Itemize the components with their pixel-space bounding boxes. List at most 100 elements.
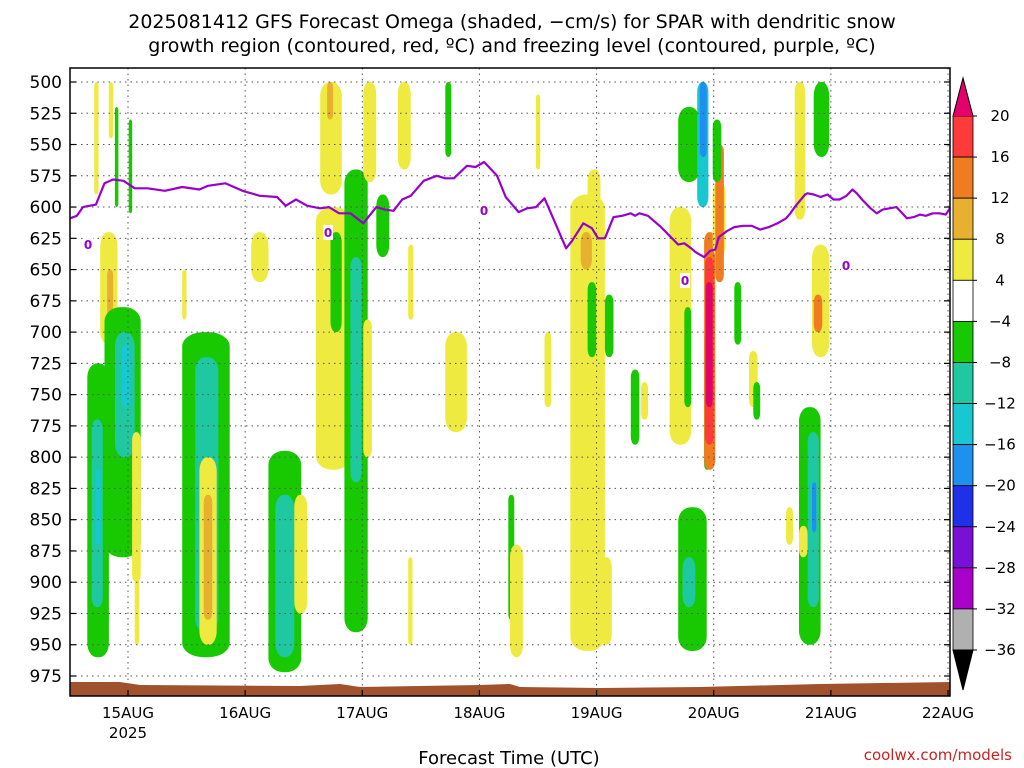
ytick-label-975: 975 (30, 667, 62, 687)
xtick-label-21AUG: 21AUG (805, 704, 857, 722)
ytick-label-775: 775 (30, 417, 62, 437)
colorbar-label-10: −24 (984, 518, 1016, 536)
omega-region-53 (684, 307, 692, 408)
ytick-label-725: 725 (30, 354, 62, 374)
freezing-level-label-4: 0 (842, 259, 850, 273)
omega-region-25 (327, 82, 334, 120)
freezing-label-bg-3 (680, 273, 690, 288)
freezing-level-label-3: 0 (681, 274, 689, 288)
ytick-label-675: 675 (30, 292, 62, 312)
omega-region-36 (445, 82, 452, 157)
omega-region-22 (294, 494, 308, 614)
omega-region-17 (203, 494, 213, 620)
omega-region-42 (587, 169, 601, 232)
omega-shading (87, 82, 830, 673)
colorbar-swatch-12 (952, 608, 974, 651)
omega-region-27 (350, 257, 362, 483)
ytick-label-825: 825 (30, 479, 62, 499)
xtick-label-20AUG: 20AUG (688, 704, 740, 722)
omega-region-72 (812, 482, 817, 533)
year-label: 2025 (109, 724, 147, 742)
omega-region-38 (510, 544, 523, 658)
omega-region-31 (363, 319, 372, 458)
freezing-label-bg-4 (841, 258, 851, 273)
credit-text: coolwx.com/models (864, 746, 1012, 764)
time-axis: 15AUG 16AUG 17AUG 18AUG 19AUG 20AUG 21AUG 22AUG (102, 690, 974, 722)
colorbar-label-3: 8 (995, 230, 1005, 248)
omega-region-30 (363, 82, 377, 182)
colorbar-swatch-2 (952, 197, 974, 240)
colorbar-swatch-0 (952, 115, 974, 158)
omega-region-18 (182, 269, 187, 320)
omega-region-47 (630, 369, 640, 445)
colorbar-swatch-7 (952, 403, 974, 446)
omega-region-19 (251, 232, 269, 283)
colorbar-top-arrow (952, 76, 974, 117)
ytick-label-800: 800 (30, 448, 62, 468)
pressure-axis: 500 525 550 575 600 625 650 675 700 725 750 775 800 8… (30, 73, 950, 687)
omega-region-67 (794, 82, 806, 220)
colorbar-label-6: −8 (989, 353, 1011, 371)
omega-region-3 (128, 119, 133, 214)
omega-region-59 (705, 282, 713, 408)
omega-region-28 (330, 232, 342, 333)
colorbar-label-2: 12 (990, 189, 1009, 207)
omega-region-62 (712, 119, 722, 182)
omega-region-0 (94, 82, 99, 195)
freezing-label-bg-0 (83, 237, 93, 252)
ytick-label-700: 700 (30, 323, 62, 343)
omega-region-11 (121, 344, 131, 408)
omega-region-24 (320, 82, 342, 195)
ytick-label-850: 850 (30, 511, 62, 531)
omega-region-8 (95, 469, 101, 545)
omega-region-35 (445, 332, 467, 433)
colorbar-label-13: −36 (984, 641, 1016, 659)
omega-region-69 (813, 294, 823, 333)
chart-title-line-1: 2025081412 GFS Forecast Omega (shaded, −… (128, 11, 896, 33)
ytick-label-750: 750 (30, 386, 62, 406)
colorbar-label-1: 16 (990, 148, 1009, 166)
omega-region-40 (535, 94, 541, 170)
omega-region-23 (315, 207, 351, 470)
xtick-label-17AUG: 17AUG (336, 704, 388, 722)
ytick-label-925: 925 (30, 604, 62, 624)
colorbar-swatch-6 (952, 362, 974, 404)
colorbar: 20 16 12 8 4 −4 −8 −12 −16 −20 −24 −28 −32 −36 (952, 76, 1016, 691)
freezing-label-bg-2 (479, 203, 489, 218)
ytick-label-875: 875 (30, 542, 62, 562)
omega-region-21 (275, 494, 295, 658)
ytick-label-550: 550 (30, 136, 62, 156)
xtick-label-19AUG: 19AUG (571, 704, 623, 722)
ytick-label-575: 575 (30, 167, 62, 187)
omega-region-1 (108, 82, 114, 139)
ground-terrain (70, 682, 950, 696)
colorbar-swatch-10 (952, 526, 974, 569)
colorbar-swatch-8 (952, 444, 974, 487)
x-axis-label: Forecast Time (UTC) (418, 748, 599, 768)
omega-region-48 (641, 382, 648, 420)
colorbar-label-9: −20 (984, 477, 1016, 495)
freezing-level-label-0: 0 (84, 238, 92, 252)
ytick-label-600: 600 (30, 198, 62, 218)
omega-region-45 (604, 294, 614, 358)
colorbar-label-12: −32 (984, 600, 1016, 618)
omega-region-33 (408, 244, 414, 320)
xtick-label-22AUG: 22AUG (922, 704, 974, 722)
ytick-label-950: 950 (30, 636, 62, 656)
ytick-label-625: 625 (30, 229, 62, 249)
omega-region-63 (734, 282, 742, 345)
omega-region-2 (114, 107, 119, 207)
colorbar-swatch-1 (952, 156, 974, 199)
colorbar-swatch-4 (952, 279, 974, 322)
omega-region-13 (134, 557, 139, 645)
colorbar-label-8: −16 (984, 436, 1016, 454)
colorbar-label-5: −4 (989, 312, 1011, 330)
omega-region-43 (580, 232, 592, 270)
ytick-label-650: 650 (30, 261, 62, 281)
colorbar-swatch-5 (952, 320, 974, 363)
omega-region-73 (813, 82, 830, 157)
colorbar-label-11: −28 (984, 559, 1016, 577)
xtick-label-16AUG: 16AUG (219, 704, 271, 722)
xtick-label-18AUG: 18AUG (453, 704, 505, 722)
